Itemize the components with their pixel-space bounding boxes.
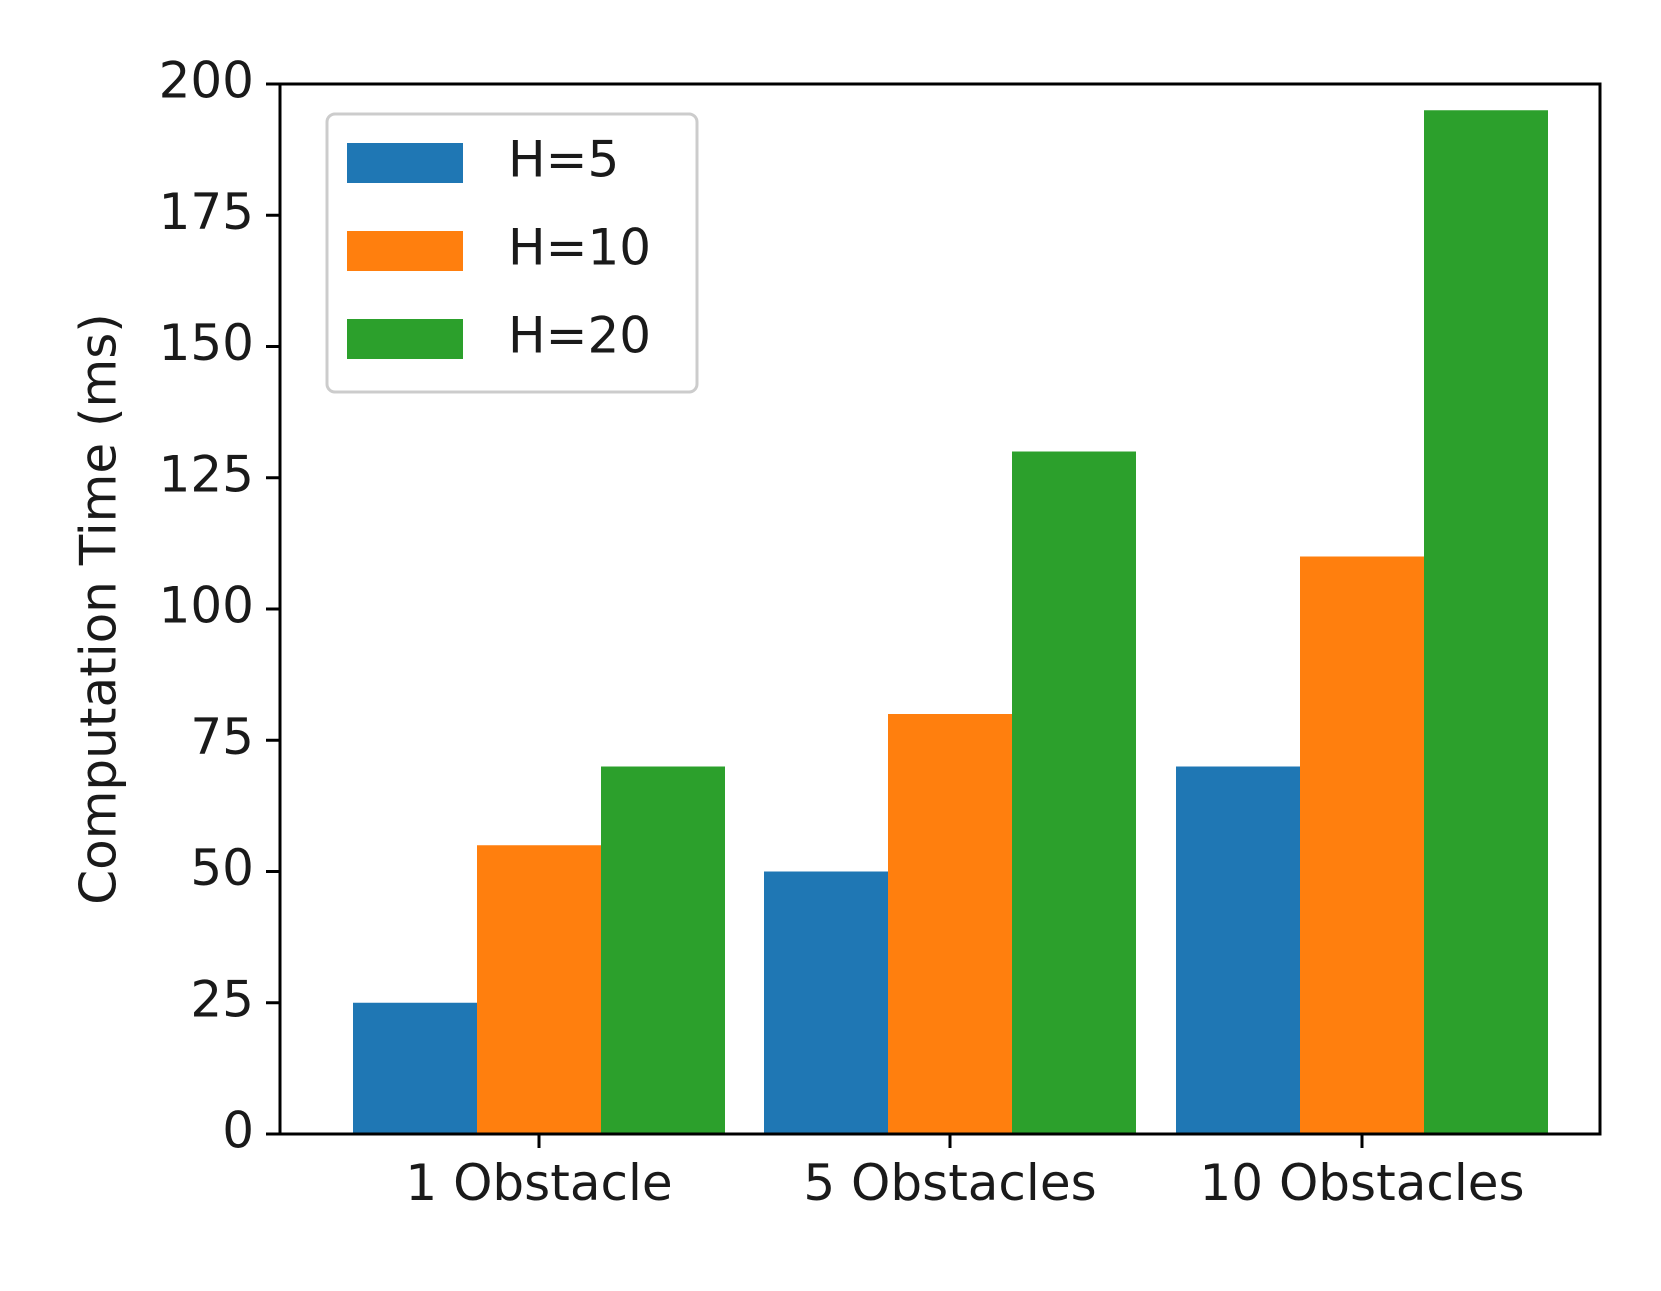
bar-h10-cat1 xyxy=(477,845,601,1134)
y-tick-label: 25 xyxy=(190,970,254,1028)
x-tick-label: 10 Obstacles xyxy=(1199,1154,1524,1212)
y-tick-label: 200 xyxy=(159,52,254,110)
y-tick-label: 0 xyxy=(222,1102,254,1160)
y-tick-label: 175 xyxy=(159,183,254,241)
x-ticks-group: 1 Obstacle 5 Obstacles 10 Obstacles xyxy=(405,1134,1525,1212)
legend-swatch xyxy=(347,231,463,271)
legend: H=5 H=10 H=20 xyxy=(325,112,699,394)
legend-label: H=10 xyxy=(508,219,651,277)
y-tick-label: 50 xyxy=(190,839,254,897)
legend-swatch xyxy=(347,319,463,359)
bars-group xyxy=(353,110,1548,1134)
bar-h20-cat1 xyxy=(601,766,725,1134)
bar-h5-cat3 xyxy=(1176,766,1300,1134)
legend-swatch xyxy=(347,143,463,183)
bar-h5-cat2 xyxy=(764,871,888,1134)
y-tick-label: 125 xyxy=(159,445,254,503)
y-tick-label: 150 xyxy=(159,314,254,372)
legend-label: H=5 xyxy=(508,131,619,189)
y-tick-label: 75 xyxy=(190,708,254,766)
y-axis-label: Computation Time (ms) xyxy=(70,313,128,905)
bar-h10-cat2 xyxy=(888,714,1012,1134)
bar-h20-cat3 xyxy=(1424,110,1548,1134)
bar-h20-cat2 xyxy=(1012,451,1136,1134)
bar-h10-cat3 xyxy=(1300,556,1424,1134)
x-tick-label: 5 Obstacles xyxy=(803,1154,1096,1212)
bar-h5-cat1 xyxy=(353,1002,477,1134)
legend-label: H=20 xyxy=(508,307,651,365)
plot-frame xyxy=(278,82,1602,1136)
x-tick-label: 1 Obstacle xyxy=(405,1154,672,1212)
y-tick-label: 100 xyxy=(159,577,254,635)
y-ticks-group: 0 25 50 75 100 125 150 175 200 xyxy=(159,52,280,1160)
